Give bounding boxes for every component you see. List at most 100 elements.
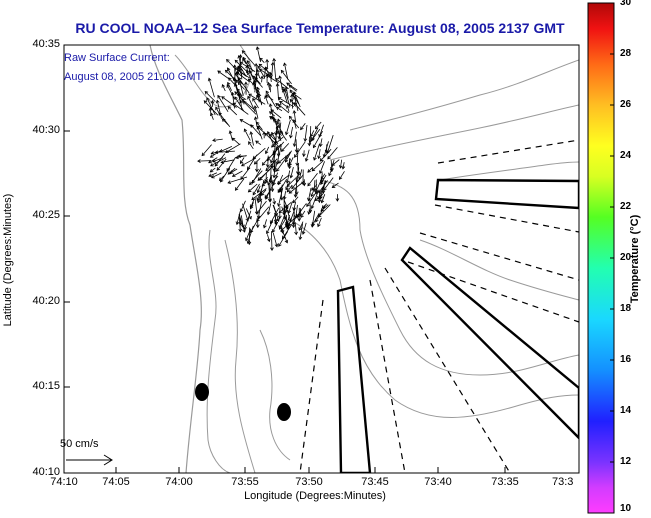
current-vector-head — [298, 227, 303, 231]
current-vector — [271, 132, 279, 145]
current-vector-head — [239, 119, 244, 123]
current-vector-head — [248, 70, 253, 74]
current-vector-head — [243, 128, 248, 133]
current-vector-head — [335, 198, 340, 202]
dashed-radial-line — [407, 261, 580, 323]
current-vector — [276, 157, 287, 172]
current-vector-head — [331, 184, 336, 188]
current-vector-head — [271, 180, 275, 184]
current-vector — [288, 201, 293, 214]
colorbar-ticks — [610, 2, 614, 514]
current-vector-head — [319, 157, 324, 162]
current-vector-head — [266, 81, 271, 86]
current-vector — [278, 187, 284, 207]
current-vector-head — [292, 143, 297, 148]
x-tick-label: 74:00 — [165, 476, 193, 488]
current-vector-head — [277, 203, 281, 207]
current-vector-head — [285, 222, 289, 227]
current-vector — [331, 159, 340, 166]
current-vector-head — [268, 103, 273, 107]
current-vector — [271, 231, 273, 251]
current-vector — [258, 93, 263, 106]
current-vector-head — [313, 157, 317, 161]
current-vector-head — [248, 93, 252, 98]
current-vector — [310, 189, 315, 197]
y-tick-label: 40:25 — [32, 209, 60, 221]
current-vector-head — [265, 167, 270, 172]
current-vector-head — [331, 162, 336, 166]
current-vector-head — [209, 168, 214, 173]
current-vector-head — [239, 208, 244, 213]
current-vector — [321, 194, 326, 203]
current-vector — [221, 159, 235, 163]
current-vector-head — [320, 176, 325, 181]
dashed-radial-line — [437, 139, 580, 164]
current-vector-head — [230, 91, 235, 96]
current-vector-head — [274, 243, 279, 248]
current-vector-head — [292, 221, 296, 226]
current-vector-head — [262, 180, 267, 184]
current-vector-head — [269, 116, 273, 120]
current-vector — [250, 124, 262, 137]
current-vector-head — [317, 199, 322, 204]
current-vector — [266, 59, 268, 69]
current-vector — [270, 163, 272, 183]
current-vector-head — [249, 181, 253, 186]
current-vector — [327, 147, 338, 160]
current-vector-head — [201, 152, 206, 157]
current-vector — [286, 170, 291, 184]
current-vector — [266, 220, 274, 234]
current-vector-head — [220, 178, 224, 183]
current-vector-head — [252, 155, 257, 160]
current-vector — [278, 97, 294, 108]
current-vector — [234, 83, 241, 103]
current-vector — [243, 101, 257, 115]
current-vector-head — [286, 188, 291, 193]
current-vector — [292, 92, 302, 100]
current-vector-head — [307, 142, 312, 147]
isobath-line — [419, 239, 579, 301]
current-vector-head — [318, 189, 322, 194]
current-vector — [254, 105, 259, 119]
current-vector — [217, 95, 229, 113]
current-vector — [279, 215, 285, 229]
current-vector — [252, 168, 262, 184]
current-vector — [340, 159, 343, 169]
current-vector — [247, 225, 254, 244]
current-vector — [315, 121, 322, 129]
current-vector-head — [341, 165, 346, 170]
current-vector — [280, 70, 292, 85]
current-vector — [293, 110, 297, 123]
current-timestamp: August 08, 2005 21:00 GMT — [64, 71, 203, 83]
current-vector — [227, 82, 232, 91]
current-vector — [273, 160, 276, 178]
current-vector-head — [323, 187, 327, 191]
colorbar-label: Temperature (°C) — [629, 214, 641, 304]
current-vector-head — [275, 146, 279, 150]
current-vector — [310, 130, 315, 137]
current-vector — [250, 131, 254, 146]
current-vector-head — [288, 115, 293, 120]
colorbar-tick-label: 16 — [620, 354, 632, 365]
colorbar — [587, 2, 615, 514]
current-vector — [236, 211, 241, 225]
current-vector-head — [303, 138, 308, 142]
current-vector — [250, 199, 255, 208]
current-vector — [300, 123, 306, 130]
current-vector — [269, 84, 271, 93]
current-vector-head — [302, 153, 306, 158]
current-vector — [274, 212, 277, 225]
current-vector — [285, 214, 290, 226]
current-vector-head — [248, 215, 252, 220]
current-vector — [277, 154, 289, 164]
current-vector-head — [338, 176, 343, 180]
current-vector — [294, 141, 306, 158]
current-vector-head — [216, 167, 221, 171]
current-vector-head — [286, 226, 290, 230]
current-vector — [271, 62, 274, 79]
current-vector — [248, 183, 258, 193]
current-vector-head — [208, 173, 213, 177]
current-vector-head — [286, 82, 290, 86]
current-vector-head — [227, 106, 232, 110]
current-vector-head — [227, 180, 232, 184]
